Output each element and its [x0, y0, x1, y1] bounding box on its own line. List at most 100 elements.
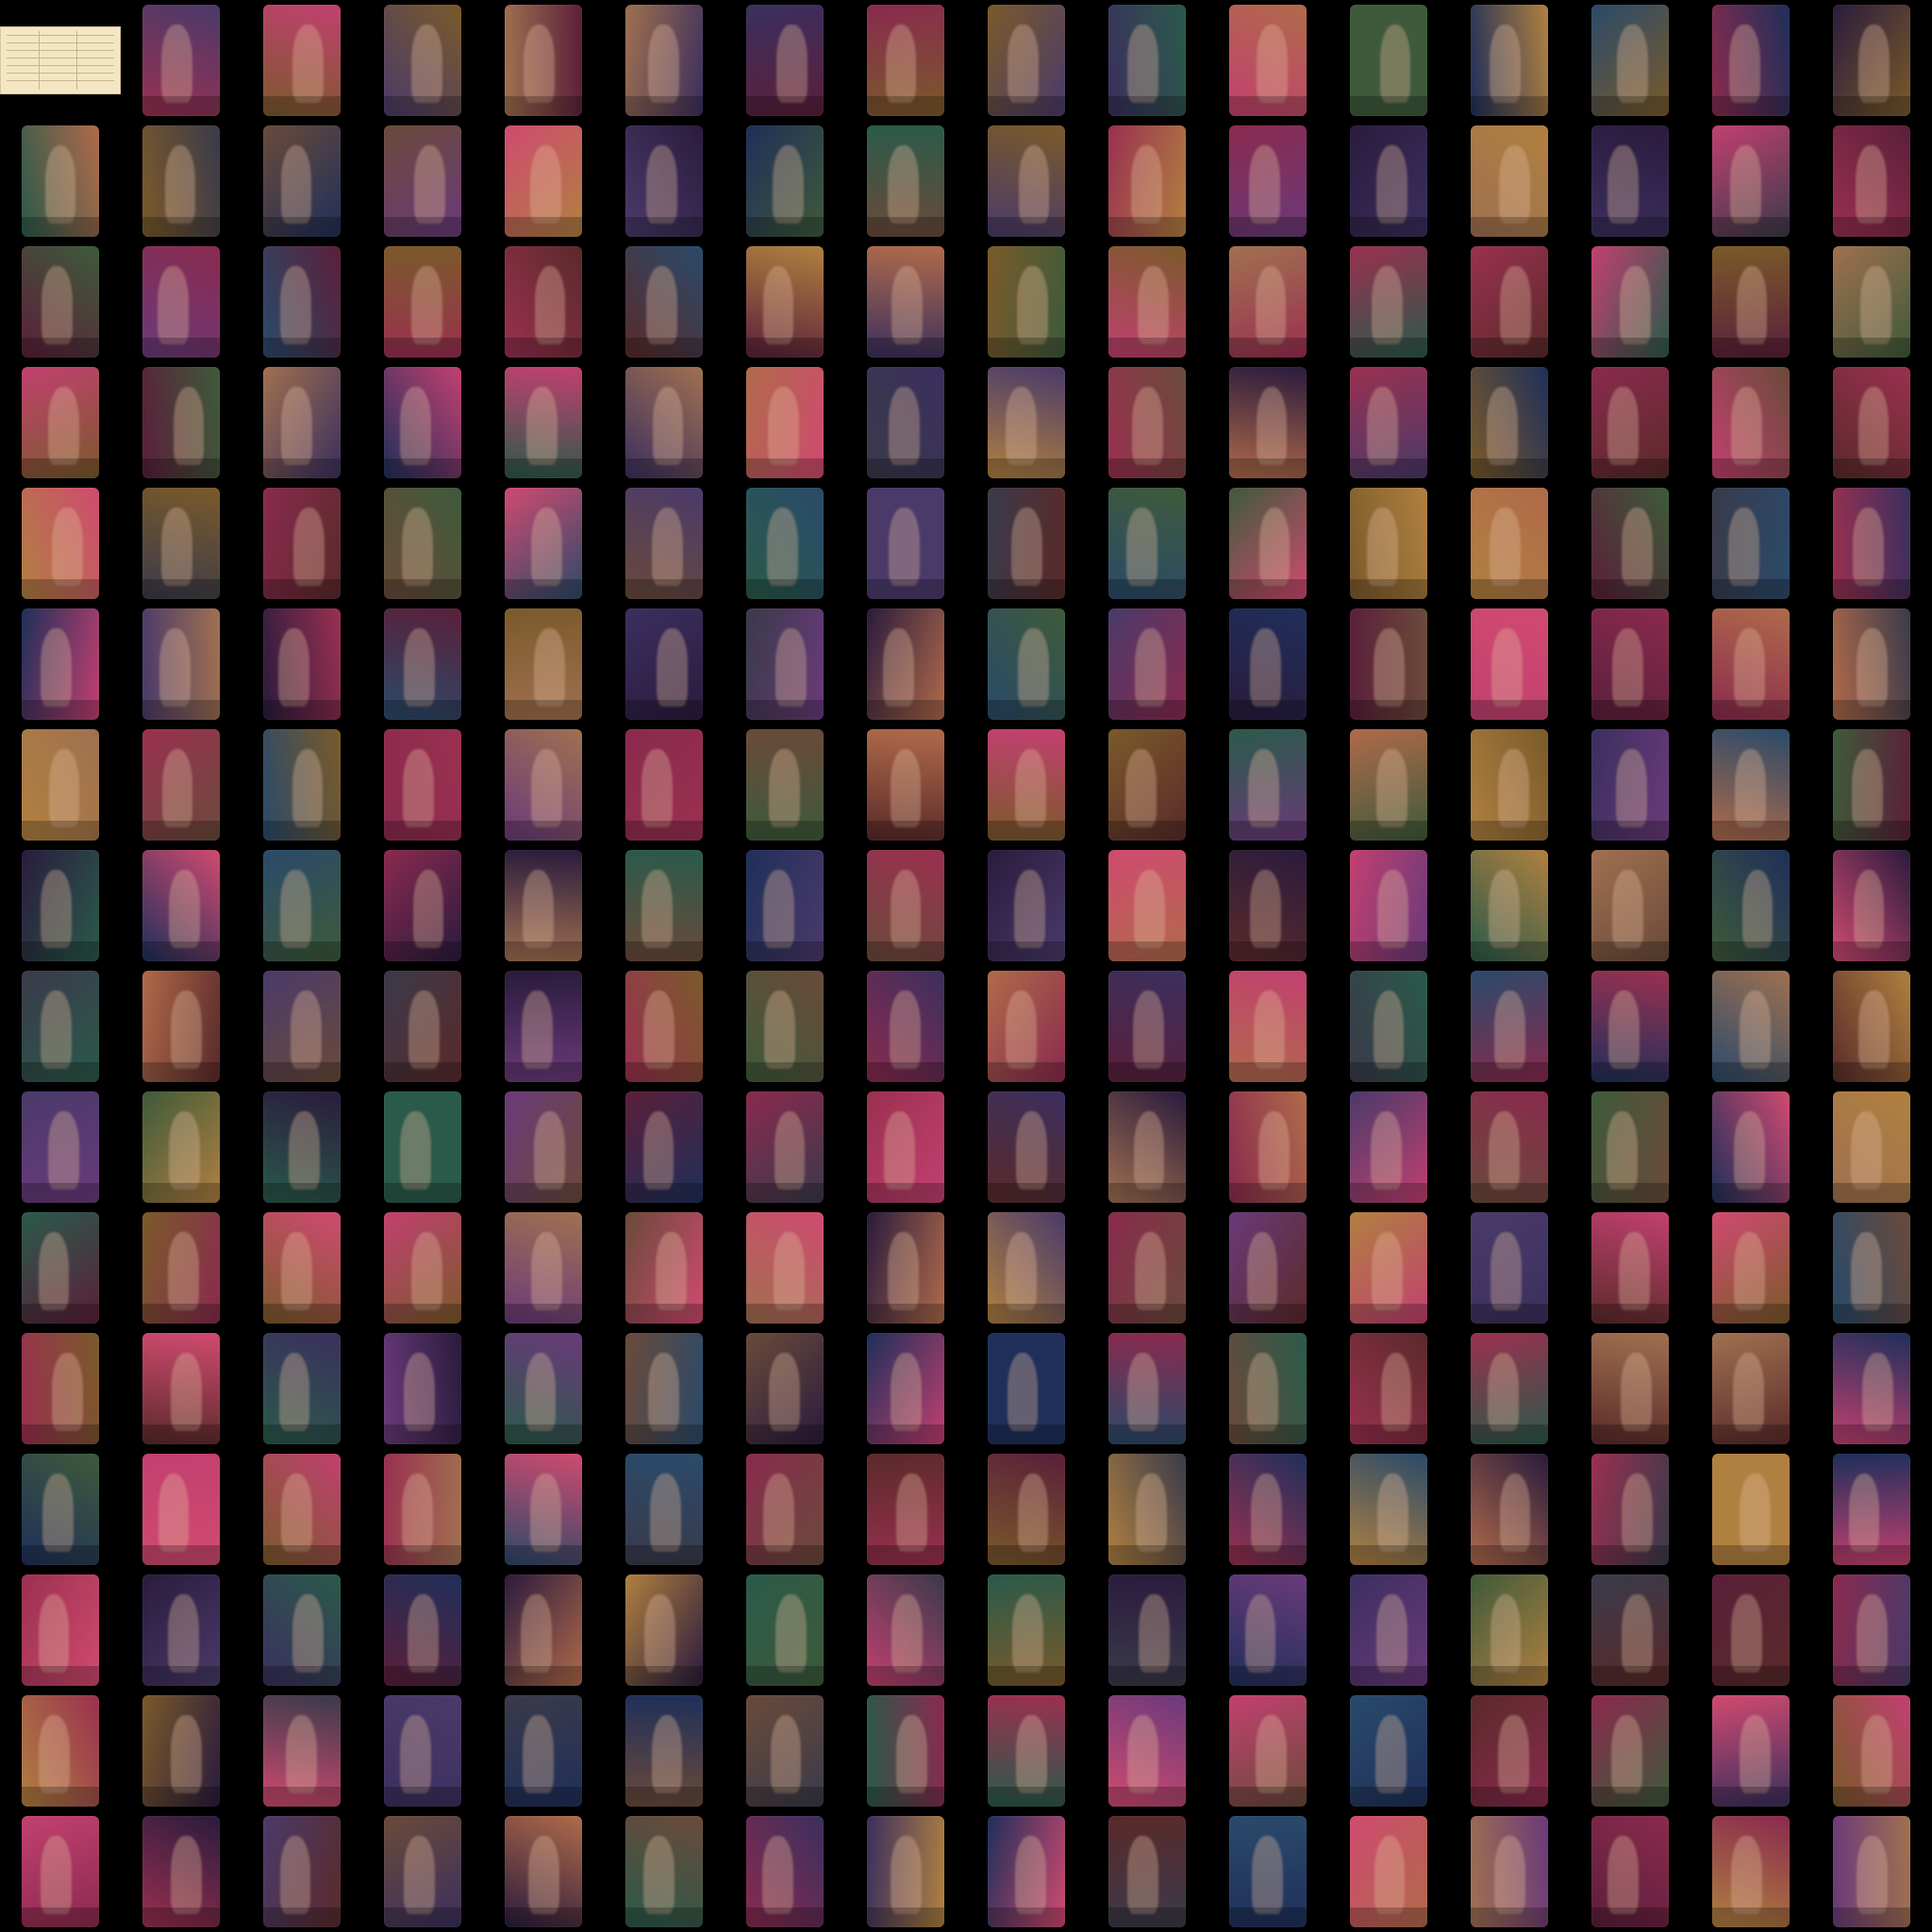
photo-thumbnail — [22, 1333, 99, 1444]
photo-cell — [1690, 1811, 1811, 1932]
photo-cell — [362, 966, 483, 1087]
photo-cell — [724, 483, 845, 604]
photo-thumbnail — [1471, 1212, 1548, 1324]
floor-shadow — [384, 1303, 461, 1324]
photo-cell — [1811, 242, 1932, 362]
photo-thumbnail — [263, 1695, 341, 1807]
photo-thumbnail — [746, 1574, 824, 1686]
photo-cell — [604, 0, 724, 121]
photo-thumbnail — [1471, 1333, 1548, 1444]
floor-shadow — [988, 1907, 1065, 1927]
subject-figure — [1127, 25, 1158, 103]
photo-thumbnail — [22, 125, 99, 237]
subject-figure — [1491, 1232, 1522, 1310]
photo-thumbnail — [22, 729, 99, 841]
floor-shadow — [1471, 1424, 1548, 1444]
photo-cell — [242, 1208, 362, 1328]
floor-shadow — [746, 1665, 824, 1686]
photo-thumbnail — [505, 1333, 582, 1444]
subject-figure — [1622, 508, 1654, 586]
subject-figure — [1374, 628, 1405, 707]
subject-figure — [1611, 870, 1643, 948]
photo-cell — [0, 1087, 121, 1208]
subject-figure — [1257, 25, 1288, 103]
photo-thumbnail — [1712, 1212, 1790, 1324]
floor-shadow — [988, 95, 1065, 116]
photo-thumbnail — [988, 1816, 1065, 1927]
floor-shadow — [1471, 1907, 1548, 1927]
photo-cell — [966, 604, 1087, 724]
photo-cell — [1570, 1811, 1690, 1932]
floor-shadow — [22, 337, 99, 358]
photo-thumbnail — [1591, 971, 1669, 1082]
subject-figure — [1005, 1232, 1037, 1310]
floor-shadow — [1591, 216, 1669, 237]
floor-shadow — [1108, 1786, 1186, 1807]
photo-thumbnail — [625, 5, 703, 116]
photo-cell — [362, 0, 483, 121]
floor-shadow — [625, 95, 703, 116]
photo-thumbnail — [263, 1212, 341, 1324]
subject-figure — [1860, 266, 1892, 344]
photo-thumbnail — [988, 367, 1065, 478]
floor-shadow — [1108, 1303, 1186, 1324]
photo-cell — [242, 966, 362, 1087]
floor-shadow — [22, 578, 99, 599]
photo-cell — [121, 1328, 242, 1449]
subject-figure — [38, 1232, 70, 1310]
photo-cell — [1811, 1570, 1932, 1690]
floor-shadow — [1350, 1786, 1427, 1807]
photo-cell — [966, 1690, 1087, 1811]
photo-cell — [604, 845, 724, 966]
floor-shadow — [1712, 1907, 1790, 1927]
photo-thumbnail — [1229, 1454, 1307, 1565]
floor-shadow — [1229, 1907, 1307, 1927]
photo-thumbnail — [1833, 971, 1910, 1082]
subject-figure — [642, 1836, 675, 1914]
floor-shadow — [1833, 458, 1910, 478]
subject-figure — [890, 870, 922, 948]
floor-shadow — [1471, 820, 1548, 841]
floor-shadow — [1712, 578, 1790, 599]
subject-figure — [280, 145, 312, 224]
subject-figure — [1255, 266, 1287, 344]
floor-shadow — [1712, 1061, 1790, 1082]
floor-shadow — [1591, 95, 1669, 116]
photo-cell — [1449, 242, 1570, 362]
subject-figure — [286, 1715, 317, 1793]
subject-figure — [1607, 145, 1639, 224]
subject-figure — [1251, 1474, 1283, 1552]
subject-figure — [1375, 1594, 1407, 1673]
floor-shadow — [1712, 1544, 1790, 1565]
photo-thumbnail — [746, 1091, 824, 1203]
photo-cell — [724, 1208, 845, 1328]
photo-thumbnail — [263, 729, 341, 841]
floor-shadow — [22, 941, 99, 961]
floor-shadow — [1471, 337, 1548, 358]
photo-thumbnail — [1229, 246, 1307, 358]
subject-figure — [1126, 1353, 1158, 1431]
photo-thumbnail — [505, 1212, 582, 1324]
photo-cell — [1208, 1087, 1328, 1208]
photo-cell — [1570, 1087, 1690, 1208]
photo-cell — [966, 724, 1087, 845]
photo-cell — [242, 242, 362, 362]
floor-shadow — [505, 1303, 582, 1324]
subject-figure — [1375, 749, 1407, 827]
photo-thumbnail — [505, 1091, 582, 1203]
photo-cell — [1328, 362, 1449, 483]
subject-figure — [1006, 991, 1038, 1069]
floor-shadow — [867, 1061, 944, 1082]
photo-cell — [362, 362, 483, 483]
photo-cell — [483, 0, 604, 121]
floor-shadow — [505, 458, 582, 478]
subject-figure — [888, 508, 920, 586]
subject-figure — [1135, 1232, 1166, 1310]
subject-figure — [525, 387, 558, 465]
floor-shadow — [1350, 1061, 1427, 1082]
floor-shadow — [746, 95, 824, 116]
subject-figure — [1008, 25, 1039, 103]
photo-cell — [845, 242, 966, 362]
subject-figure — [173, 387, 205, 465]
floor-shadow — [384, 1544, 461, 1565]
